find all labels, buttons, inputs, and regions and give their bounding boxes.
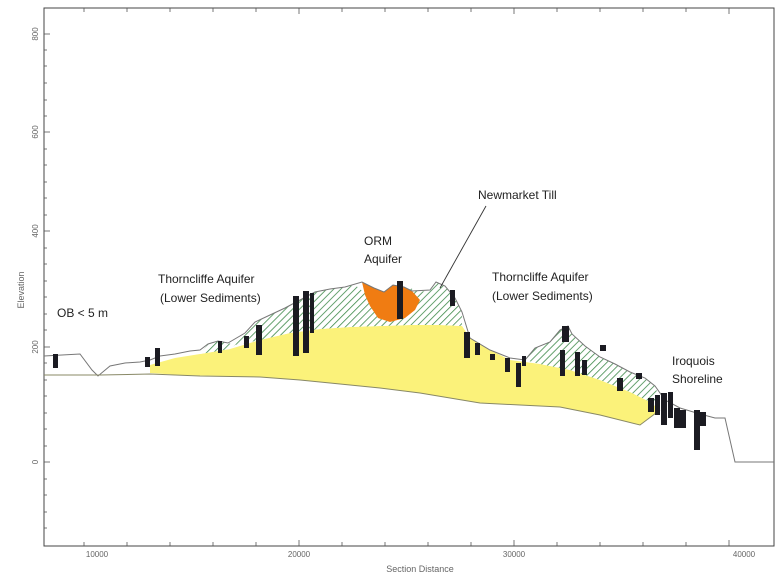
borehole [582,360,587,375]
borehole [145,357,150,367]
y-tick-label: 800 [31,27,40,41]
thorncliffe-right-label: Thorncliffe Aquifer [492,270,589,284]
y-tick-label: 0 [31,459,40,464]
x-axis-title: Section Distance [386,564,454,574]
borehole [700,412,706,426]
borehole [397,281,403,319]
y-axis-title: Elevation [16,271,26,308]
borehole [218,341,222,353]
y-tick-label: 600 [31,125,40,139]
iroquois-sublabel: Shoreline [672,372,723,386]
borehole [560,350,565,376]
borehole [648,398,654,412]
borehole [450,290,455,306]
base-line [44,373,661,426]
borehole [303,291,309,353]
plot-frame [43,7,775,547]
ob-label: OB < 5 m [57,306,108,320]
borehole [464,332,470,358]
lower-sediments-unit [150,325,660,425]
borehole [680,410,686,428]
y-axis-ticks [44,33,50,529]
borehole [562,326,569,342]
borehole [661,393,667,425]
x-tick-label: 10000 [86,550,109,559]
borehole [617,378,623,391]
newmarket-leader-line [439,205,487,289]
ground-surface-line [43,281,774,463]
borehole [516,363,521,387]
borehole [256,325,262,355]
borehole [310,293,314,333]
borehole [53,354,58,368]
newmarket-label: Newmarket Till [478,188,557,202]
thorncliffe-right-sublabel: (Lower Sediments) [492,289,593,303]
y-tick-label: 200 [31,340,40,354]
borehole [636,373,642,379]
borehole [600,345,606,351]
borehole [668,392,673,418]
borehole [575,352,580,376]
borehole [674,408,680,428]
thorncliffe-left-label: Thorncliffe Aquifer [158,272,255,286]
borehole [490,354,495,360]
borehole [522,356,526,366]
borehole-logs [53,281,706,450]
borehole [293,296,299,356]
orm-sublabel: Aquifer [364,252,402,266]
orm-label: ORM [364,234,392,248]
iroquois-label: Iroquois [672,354,715,368]
x-tick-label: 30000 [503,550,526,559]
x-axis-ticks [83,8,730,546]
borehole [475,343,480,355]
thorncliffe-left-sublabel: (Lower Sediments) [160,291,261,305]
borehole [694,410,700,450]
y-tick-label: 400 [31,224,40,238]
x-tick-label: 20000 [288,550,311,559]
orm-aquifer-unit [362,282,420,322]
borehole [655,395,660,415]
borehole [155,348,160,366]
borehole [505,358,510,372]
x-tick-label: 40000 [733,550,756,559]
borehole [244,336,249,348]
newmarket-till-unit [525,326,660,410]
